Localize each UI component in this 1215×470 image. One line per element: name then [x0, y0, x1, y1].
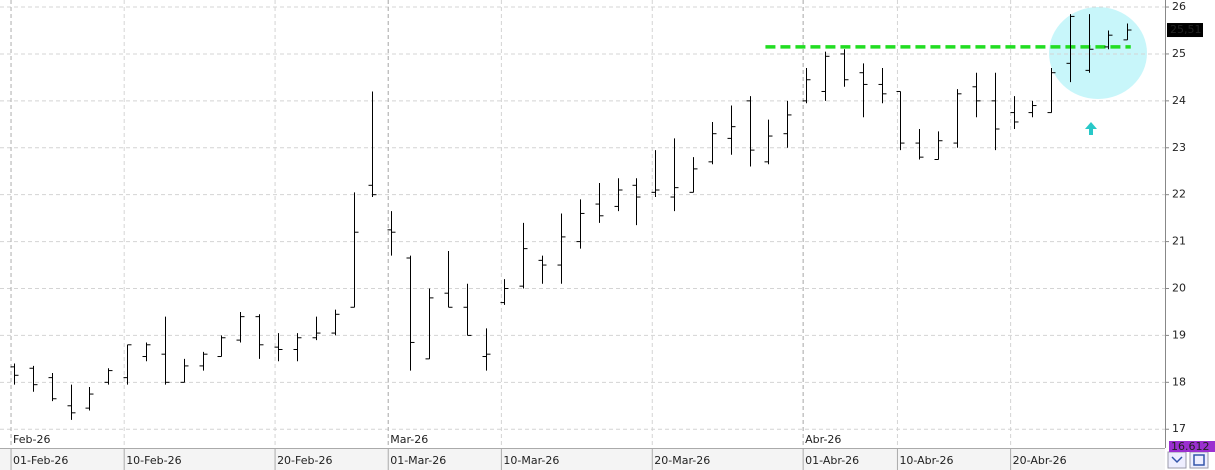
y-tick-label: 19	[1172, 328, 1186, 341]
last-price-label: 25,51	[1170, 23, 1202, 36]
volume-label: 16.612	[1171, 440, 1210, 453]
month-label: Feb-26	[13, 433, 50, 446]
x-tick-label: 20-Feb-26	[277, 454, 332, 467]
x-tick-label: 01-Feb-26	[13, 454, 68, 467]
month-label: Abr-26	[805, 433, 841, 446]
y-tick-label: 18	[1172, 375, 1186, 388]
scroll-icon	[1171, 456, 1183, 464]
y-tick-label: 17	[1172, 422, 1186, 435]
x-tick-label: 20-Abr-26	[1013, 454, 1067, 467]
y-tick-label: 21	[1172, 235, 1186, 248]
x-axis-strip	[0, 449, 1165, 470]
x-tick-label: 20-Mar-26	[654, 454, 710, 467]
x-tick-label: 01-Abr-26	[805, 454, 859, 467]
scroll-button[interactable]	[1167, 451, 1187, 469]
x-tick-label: 10-Feb-26	[126, 454, 181, 467]
month-label: Mar-26	[390, 433, 428, 446]
x-tick-label: 10-Abr-26	[899, 454, 953, 467]
last-price-box	[1167, 23, 1203, 38]
y-tick-label: 26	[1172, 0, 1186, 13]
x-tick-label: 01-Mar-26	[390, 454, 446, 467]
save-icon	[1193, 454, 1205, 466]
y-tick-label: 24	[1172, 94, 1186, 107]
arrow-icon	[1085, 122, 1097, 135]
volume-box	[1169, 441, 1215, 452]
y-tick-label: 22	[1172, 188, 1186, 201]
x-tick-label: 10-Mar-26	[503, 454, 559, 467]
y-tick-label: 20	[1172, 282, 1186, 295]
y-tick-label: 25	[1172, 47, 1186, 60]
y-tick-label: 23	[1172, 141, 1186, 154]
highlight-circle	[1049, 7, 1147, 99]
